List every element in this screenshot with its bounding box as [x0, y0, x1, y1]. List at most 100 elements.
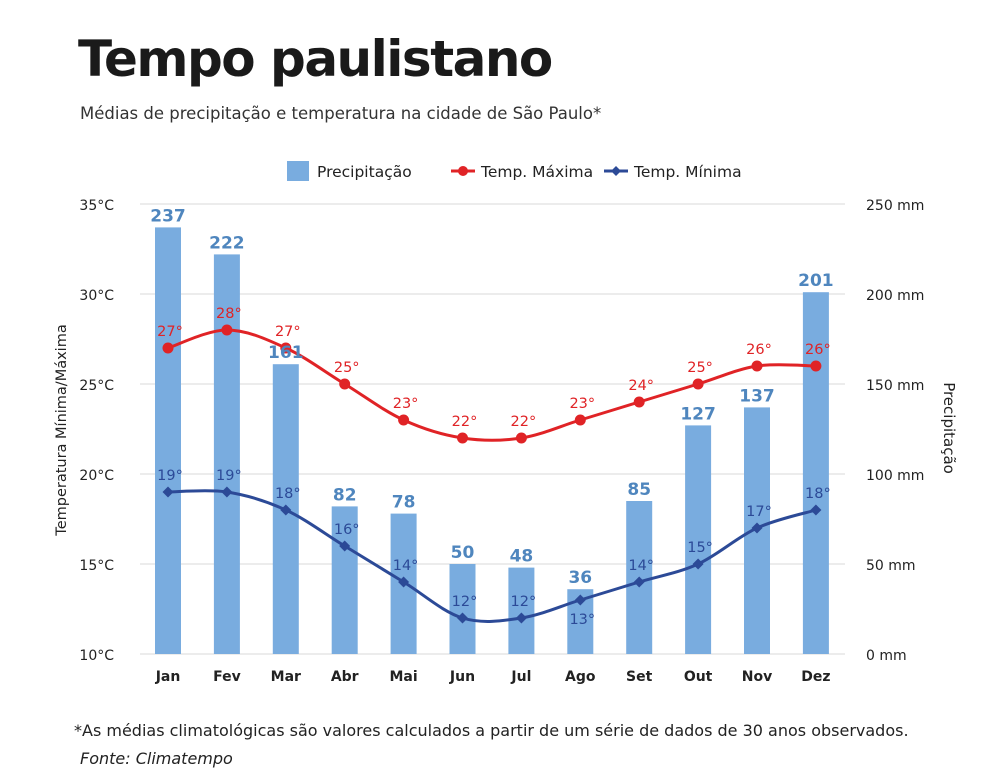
y-right-tick-label: 150 mm [866, 378, 924, 394]
y-right-tick-label: 100 mm [866, 468, 924, 484]
temp-max-point [692, 378, 704, 390]
x-tick-label: Fev [213, 669, 241, 685]
legend-precipitation-swatch [287, 161, 309, 181]
temp-max-point [457, 432, 468, 444]
temp-min-point [810, 504, 822, 516]
temp-max-label: 23° [393, 396, 419, 412]
chart-subtitle: Médias de precipitação e temperatura na … [80, 104, 602, 123]
temp-min-label: 16° [334, 522, 360, 538]
precipitation-value-label: 127 [680, 404, 716, 424]
legend-temp-min-label: Temp. Mínima [633, 163, 742, 181]
precipitation-value-label: 201 [798, 271, 834, 291]
temp-max-point [515, 432, 527, 444]
temp-min-label: 12° [511, 594, 537, 610]
data-labels: 237 222 161 82 78 50 48 36 85 127 137 201 27° 28° 27° 2… [150, 206, 833, 628]
temp-max-label: 28° [216, 306, 242, 322]
precipitation-bar [331, 506, 358, 654]
x-tick-label: Jan [155, 669, 181, 685]
legend-precipitation-label: Precipitação [317, 163, 412, 181]
temp-max-label: 25° [334, 360, 360, 376]
temp-min-point [457, 612, 468, 624]
precipitation-bar [508, 567, 535, 654]
temperature-lines [162, 324, 822, 624]
temp-min-label: 19° [157, 468, 183, 484]
temp-max-point [574, 414, 586, 426]
precipitation-bars [155, 227, 829, 654]
temp-max-label: 22° [511, 414, 537, 430]
precipitation-value-label: 237 [150, 206, 186, 226]
temp-min-point [751, 522, 763, 534]
temp-min-label: 14° [628, 558, 654, 574]
y-left-tick-label: 30°C [79, 288, 114, 304]
temp-min-label: 18° [275, 486, 301, 502]
temp-min-label: 19° [216, 468, 242, 484]
temp-min-label: 12° [452, 594, 478, 610]
y-right-tick-label: 200 mm [866, 288, 924, 304]
x-tick-label: Set [626, 669, 653, 685]
x-tick-label: Abr [331, 669, 359, 685]
temp-max-label: 27° [275, 324, 301, 340]
x-tick-label: Nov [742, 669, 772, 685]
precipitation-bar [213, 254, 240, 654]
y-right-tick-label: 0 mm [866, 648, 907, 664]
x-tick-label: Jul [510, 669, 531, 685]
temp-max-label: 22° [452, 414, 478, 430]
footnote: *As médias climatológicas são valores ca… [74, 721, 909, 740]
temp-max-label: 26° [746, 342, 772, 358]
source-note: Fonte: Climatempo [80, 749, 233, 768]
temp-min-point [633, 576, 645, 588]
precipitation-value-label: 48 [510, 547, 534, 567]
precipitation-bar [802, 292, 829, 654]
temp-max-label: 27° [157, 324, 183, 340]
x-tick-label: Mar [271, 669, 301, 685]
temp-min-label: 13° [569, 612, 595, 628]
temp-min-label: 15° [687, 540, 713, 556]
temp-max-line [167, 328, 816, 442]
y-left-tick-label: 25°C [79, 378, 114, 394]
precipitation-bar [155, 227, 181, 654]
precipitation-value-label: 222 [209, 233, 245, 253]
legend-temp-max-marker [458, 166, 468, 176]
temp-min-point [280, 504, 292, 516]
axes: 10°C 15°C 20°C 25°C 30°C 35°C 0 mm 50 mm 100 mm 1… [54, 198, 958, 685]
temp-max-label: 24° [628, 378, 654, 394]
temp-min-point [221, 486, 233, 498]
temp-max-label: 26° [805, 342, 831, 358]
precipitation-value-label: 78 [392, 493, 416, 513]
y-left-tick-label: 20°C [79, 468, 114, 484]
temp-max-point [280, 342, 292, 354]
legend: Precipitação Temp. Máxima Temp. Mínima [287, 161, 742, 181]
chart-title: Tempo paulistano [78, 30, 553, 88]
y-left-tick-label: 10°C [79, 648, 114, 664]
x-tick-label: Dez [801, 669, 830, 685]
y-right-tick-label: 250 mm [866, 198, 924, 214]
temp-max-point [633, 396, 645, 408]
temp-min-label: 18° [805, 486, 831, 502]
temp-min-point [574, 594, 586, 606]
y-left-tick-label: 35°C [79, 198, 114, 214]
x-tick-label: Mai [390, 669, 418, 685]
temp-min-point [398, 576, 410, 588]
temp-min-point [339, 540, 351, 552]
x-tick-label: Ago [565, 669, 596, 685]
temp-min-point [692, 558, 704, 570]
temp-min-line [167, 489, 817, 623]
temp-max-point [339, 378, 351, 390]
precipitation-bar [449, 564, 476, 654]
y-right-axis-title: Precipitação [940, 382, 958, 474]
temp-max-point [810, 360, 822, 372]
x-tick-label: Jun [449, 669, 475, 685]
legend-temp-min-marker [611, 166, 621, 176]
y-left-axis-title: Temperatura Mínima/Máxima [54, 324, 70, 536]
temp-max-point [751, 360, 763, 372]
y-left-tick-label: 15°C [79, 558, 114, 574]
x-tick-label: Out [684, 669, 713, 685]
precipitation-value-label: 137 [739, 386, 775, 406]
precipitation-value-label: 36 [568, 568, 592, 588]
precipitation-value-label: 161 [268, 343, 304, 363]
temp-max-label: 23° [569, 396, 595, 412]
temp-min-label: 14° [393, 558, 419, 574]
precipitation-bar [685, 425, 712, 654]
y-right-tick-label: 50 mm [866, 558, 916, 574]
